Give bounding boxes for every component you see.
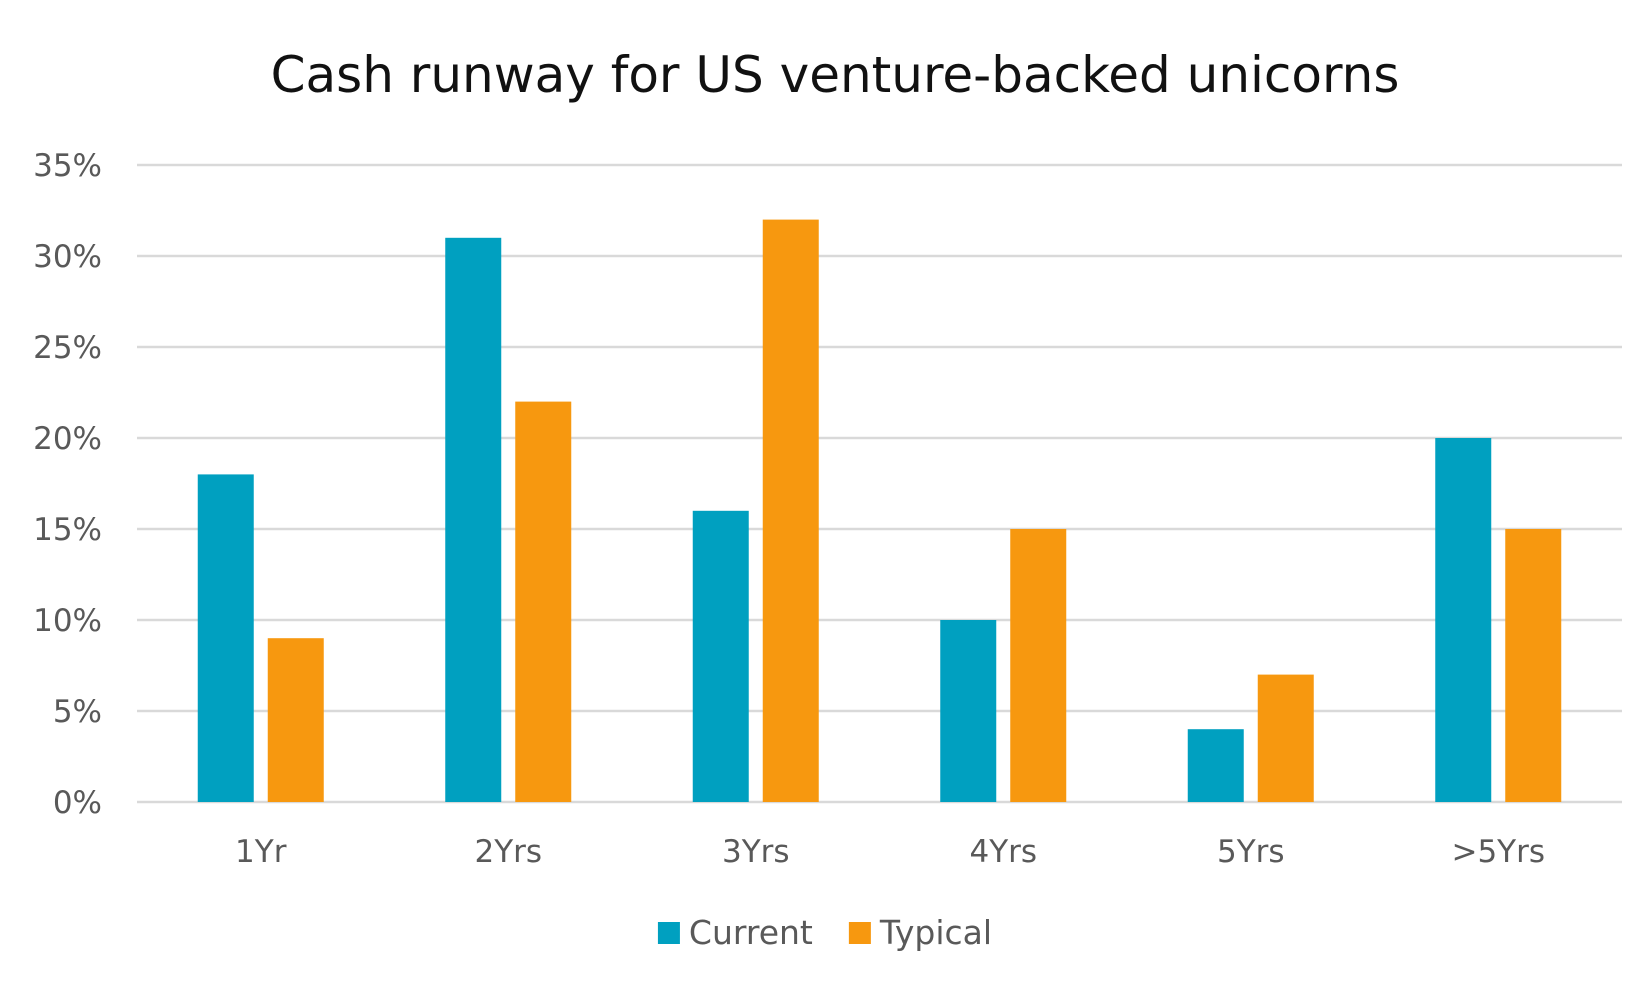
bar-current-3 [940, 620, 997, 802]
y-tick-label: 10% [33, 603, 102, 639]
bar-current-0 [197, 474, 254, 802]
bar-typical-1 [515, 401, 572, 802]
bar-typical-3 [1010, 529, 1067, 802]
bar-typical-4 [1257, 674, 1314, 802]
legend-swatch-typical [848, 922, 871, 944]
y-tick-label: 35% [33, 148, 102, 184]
bars [197, 219, 1562, 803]
x-tick-label: 3Yrs [722, 834, 790, 870]
x-tick-label: 1Yr [235, 834, 287, 870]
bar-current-2 [692, 510, 749, 802]
gridlines [137, 163, 1622, 804]
legend-label-current: Current [689, 913, 813, 952]
y-tick-label: 25% [33, 330, 102, 366]
x-tick-label: 5Yrs [1217, 834, 1285, 870]
bar-current-5 [1435, 438, 1492, 802]
y-tick-label: 15% [33, 512, 102, 548]
y-tick-label: 30% [33, 239, 102, 275]
x-axis-tick-labels: 1Yr 2Yrs 3Yrs 4Yrs 5Yrs >5Yrs [235, 834, 1545, 870]
y-tick-label: 0% [53, 785, 102, 821]
legend-label-typical: Typical [879, 913, 992, 952]
legend-swatch-current [657, 922, 680, 944]
bar-typical-2 [762, 219, 819, 803]
x-tick-label: 4Yrs [969, 834, 1037, 870]
y-axis-tick-labels: 0% 5% 10% 15% 20% 25% 30% 35% [33, 148, 102, 821]
bar-typical-0 [267, 638, 324, 802]
bar-current-1 [445, 237, 502, 803]
y-tick-label: 20% [33, 421, 102, 457]
y-tick-label: 5% [53, 694, 102, 730]
bar-current-4 [1187, 729, 1244, 802]
chart-title: Cash runway for US venture-backed unicor… [271, 46, 1400, 104]
legend: Current Typical [657, 913, 992, 952]
x-tick-label: >5Yrs [1451, 834, 1545, 870]
x-tick-label: 2Yrs [474, 834, 542, 870]
bar-typical-5 [1505, 529, 1562, 802]
